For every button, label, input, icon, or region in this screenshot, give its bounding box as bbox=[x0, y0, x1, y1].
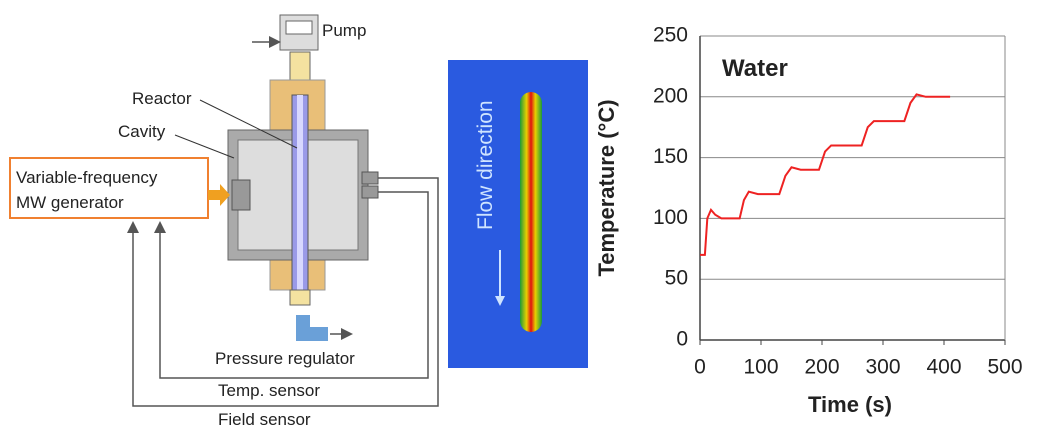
hot-zone bbox=[520, 92, 542, 332]
reactor-label: Reactor bbox=[132, 89, 192, 108]
y-tick-label: 50 bbox=[665, 267, 688, 290]
chart-title: Water bbox=[722, 55, 788, 82]
field-label: Field sensor bbox=[218, 410, 311, 429]
pressure-regulator bbox=[296, 315, 328, 341]
x-tick-label: 200 bbox=[804, 356, 839, 379]
pressure-label: Pressure regulator bbox=[215, 349, 355, 368]
x-axis-title: Time (s) bbox=[808, 392, 892, 417]
y-tick-label: 150 bbox=[653, 145, 688, 168]
pump-display bbox=[286, 21, 312, 34]
leader bbox=[175, 135, 234, 158]
mw-arrow bbox=[208, 184, 230, 206]
generator-label: Variable-frequency bbox=[16, 168, 158, 187]
x-tick-label: 0 bbox=[694, 356, 706, 379]
flow-label: Flow direction bbox=[474, 100, 497, 230]
x-tick-label: 400 bbox=[926, 356, 961, 379]
port bbox=[232, 180, 250, 210]
reactor-core bbox=[297, 95, 303, 290]
y-tick-label: 250 bbox=[653, 24, 688, 47]
generator-label: MW generator bbox=[16, 193, 124, 212]
x-tick-label: 300 bbox=[865, 356, 900, 379]
data-line bbox=[700, 94, 950, 255]
port bbox=[362, 172, 378, 184]
port bbox=[362, 186, 378, 198]
setup-diagram: Pump Pressure regulator Reactor Cavity V… bbox=[10, 15, 438, 429]
y-tick-label: 100 bbox=[653, 206, 688, 229]
y-tick-label: 0 bbox=[676, 328, 688, 351]
x-tick-label: 100 bbox=[743, 356, 778, 379]
pump-label: Pump bbox=[322, 21, 366, 40]
temp-label: Temp. sensor bbox=[218, 381, 320, 400]
connector bbox=[290, 290, 310, 305]
thermal-image: Flow direction bbox=[448, 60, 588, 368]
image-background bbox=[448, 60, 588, 368]
y-axis-title: Temperature (°C) bbox=[594, 99, 619, 276]
cavity-label: Cavity bbox=[118, 122, 166, 141]
chart: Water Time (s) Temperature (°C) 0 50 100 15… bbox=[594, 24, 1023, 417]
figure: Pump Pressure regulator Reactor Cavity V… bbox=[0, 0, 1037, 432]
x-tick-label: 500 bbox=[987, 356, 1022, 379]
y-tick-label: 200 bbox=[653, 84, 688, 107]
connector bbox=[290, 52, 310, 80]
